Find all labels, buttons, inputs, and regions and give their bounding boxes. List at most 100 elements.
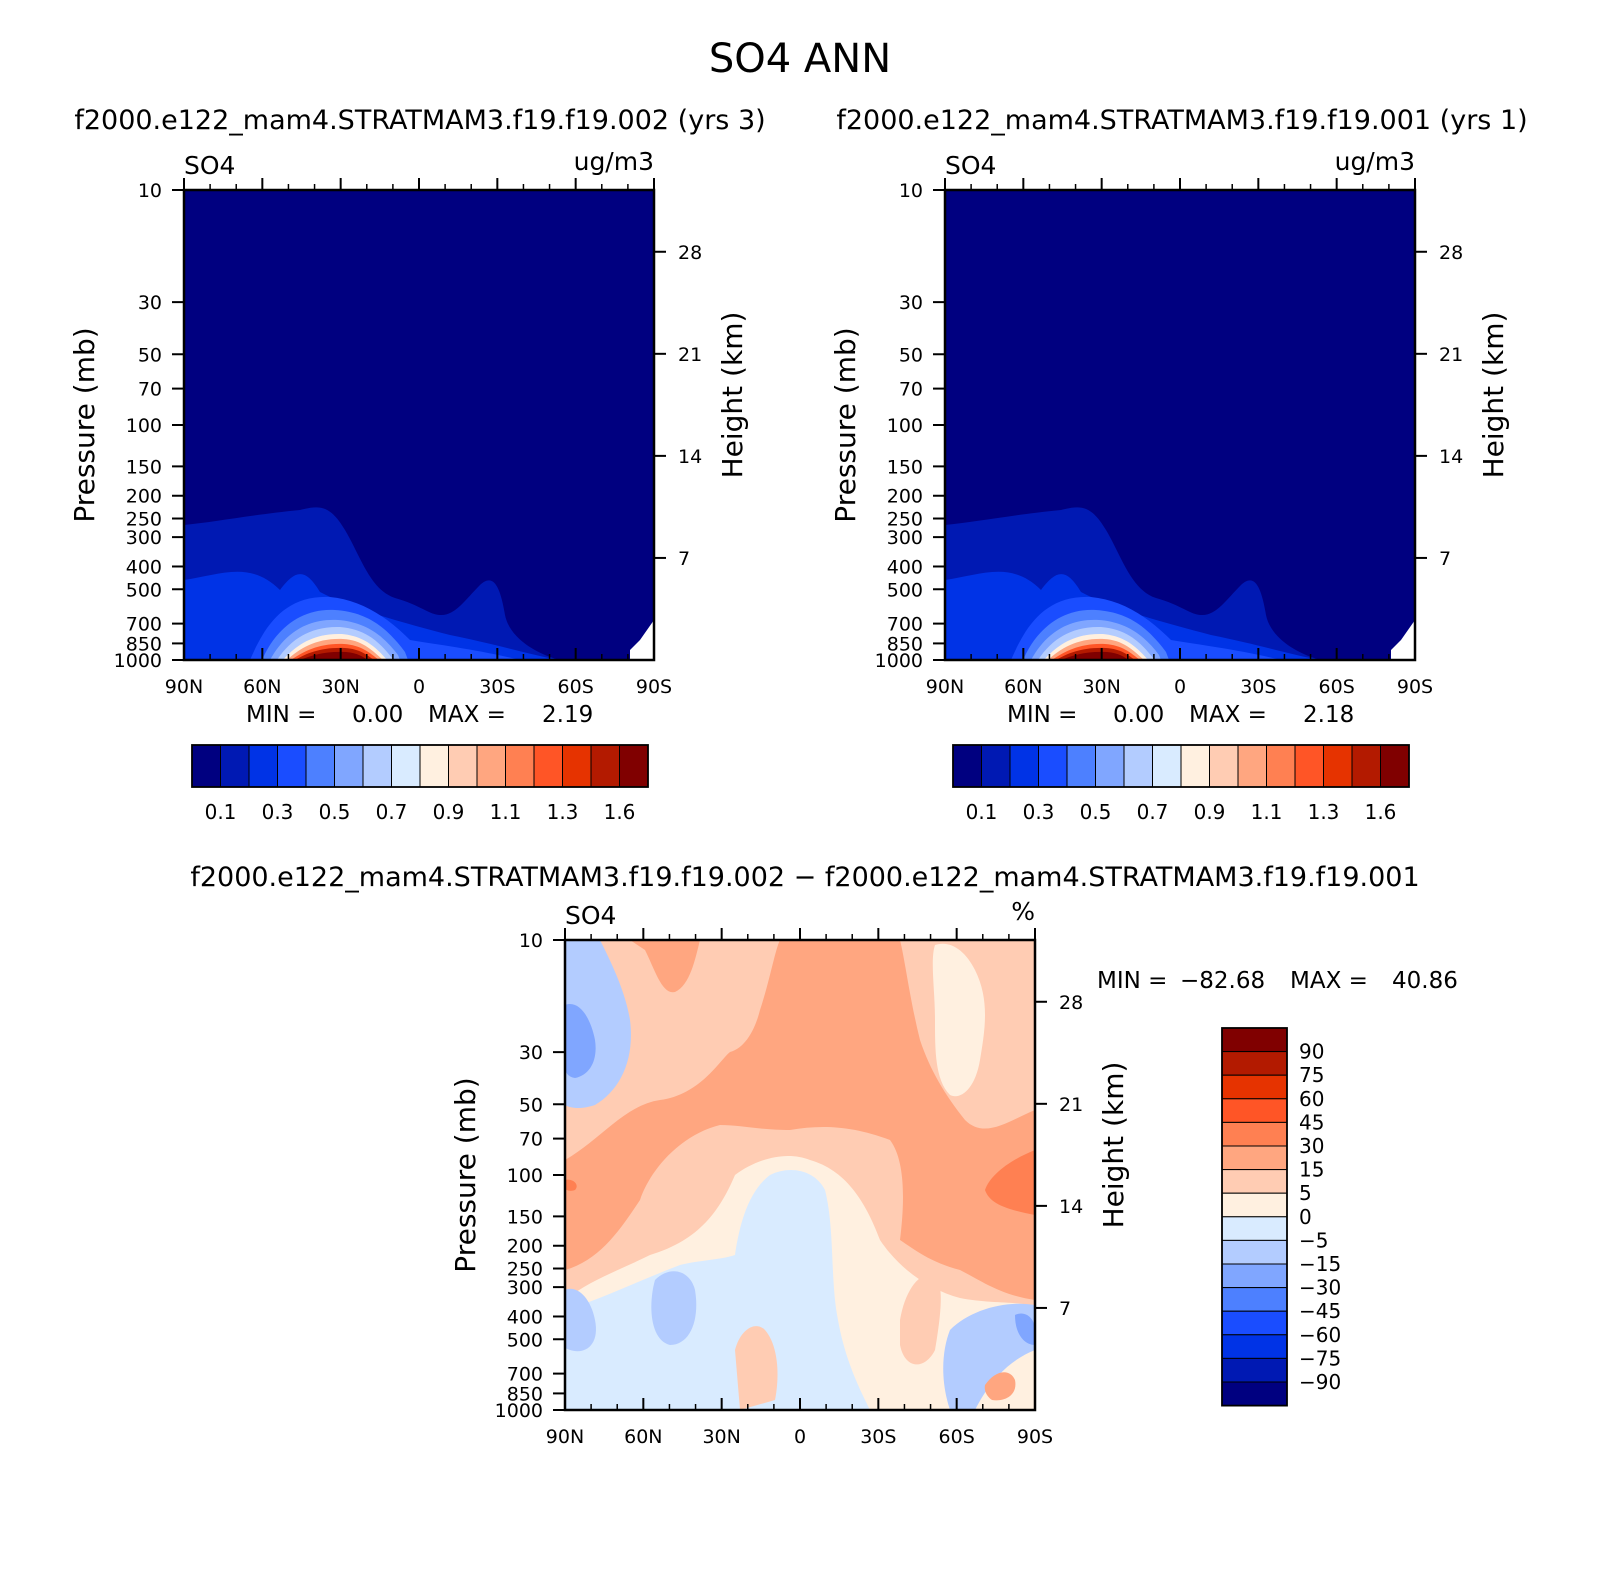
panel2-max-label: MAX = (1189, 702, 1267, 728)
panel3-ytick-label: 70 (519, 1129, 543, 1151)
colorbar-swatch (1180, 744, 1210, 788)
panel1-ytick-label: 250 (126, 509, 162, 531)
panel2-right-label: ug/m3 (1335, 147, 1415, 176)
panel2-left-label: SO4 (945, 151, 996, 180)
panel2-xtick-label: 30N (1082, 676, 1120, 698)
panel2-ytick-label: 700 (887, 614, 923, 636)
panel2-min-label: MIN = (1007, 702, 1077, 728)
colorbar-swatch (1221, 1027, 1288, 1053)
colorbar-label: −5 (1299, 1228, 1328, 1252)
panel1-max-value: 2.19 (542, 702, 593, 728)
panel3-ytick-label: 400 (507, 1306, 543, 1328)
colorbar-swatch (362, 744, 392, 788)
panel1-plot: 90N 60N 30N 0 30S 60S 90S 10 30 50 70 100 150 2002503… (68, 147, 749, 698)
colorbar-swatch (1221, 1074, 1288, 1100)
colorbar-label: 0.3 (262, 800, 294, 824)
panel3-xtick-label: 30N (702, 1426, 740, 1448)
colorbar-label: −45 (1299, 1299, 1341, 1323)
panel1-ytick-label: 700 (126, 614, 162, 636)
panel3-contour-5-15-lower-b (900, 1274, 941, 1365)
colorbar-swatch (1237, 744, 1267, 788)
colorbar-swatch (1221, 1145, 1288, 1171)
panel3-xtick-label: 90S (1017, 1426, 1053, 1448)
colorbar-label: 75 (1299, 1063, 1324, 1087)
panel2-xtick-label: 60N (1004, 676, 1042, 698)
colorbar-swatch (391, 744, 421, 788)
colorbar-swatch (1294, 744, 1324, 788)
panel1-ytick-label: 100 (126, 415, 162, 437)
panel1-xtick-label: 60S (558, 676, 594, 698)
colorbar-swatch (191, 744, 221, 788)
panel3-title: f2000.e122_mam4.STRATMAM3.f19.f19.002 − … (190, 862, 1419, 893)
panel1-ytick-label: 70 (138, 379, 162, 401)
panel3-y2label: Height (km) (1097, 1062, 1130, 1229)
panel2-ytick-label: 300 (887, 527, 923, 549)
panel2-colorbar: 0.1 0.3 0.5 0.7 0.9 1.1 1.3 1.6 (952, 744, 1410, 824)
panel3-y2tick-label: 14 (1059, 1196, 1083, 1218)
colorbar-swatch (1221, 1192, 1288, 1218)
panel1-xtick-label: 30S (479, 676, 515, 698)
colorbar-label: 15 (1299, 1158, 1324, 1182)
panel1-ytick-label: 500 (126, 579, 162, 601)
panel3-ytick-label: 700 (507, 1364, 543, 1386)
colorbar-swatch (1221, 1357, 1288, 1383)
panel3-contour-30-45 (985, 1150, 1035, 1215)
colorbar-swatch (1221, 1334, 1288, 1359)
panel3-contour-neg15-neg5-lower-a (565, 1288, 596, 1352)
colorbar-swatch (1152, 744, 1182, 788)
panel2-ytick-label: 10 (899, 180, 923, 202)
panel3-xtick-label: 90N (546, 1426, 584, 1448)
panel2-xtick-label: 30S (1240, 676, 1276, 698)
panel3-ylabel: Pressure (mb) (449, 1077, 482, 1272)
panel2-missing-data (1391, 620, 1415, 660)
panel3-max-label: MAX = (1290, 968, 1368, 994)
colorbar-label: 1.6 (604, 800, 636, 824)
main-title: SO4 ANN (709, 36, 891, 82)
colorbar-swatch (1009, 744, 1039, 788)
panel3-y2tick-label: 28 (1059, 992, 1083, 1014)
panel2-title: f2000.e122_mam4.STRATMAM3.f19.f19.001 (y… (836, 105, 1527, 136)
colorbar-label: −75 (1299, 1346, 1341, 1370)
panel2-xtick-label: 0 (1174, 676, 1186, 698)
panel1-y2label: Height (km) (716, 312, 749, 479)
panel3-min-value: −82.68 (1180, 968, 1265, 994)
panel1-ytick-label: 400 (126, 556, 162, 578)
panel3-contour-30-45-spot (565, 1179, 577, 1191)
panel2-ytick-label: 200 (887, 486, 923, 508)
colorbar-label: −60 (1299, 1323, 1341, 1347)
colorbar-swatch (952, 744, 982, 788)
colorbar-swatch (1266, 744, 1296, 788)
colorbar-label: 1.3 (547, 800, 579, 824)
panel1-ytick-label: 1000 (114, 650, 162, 672)
colorbar-label: 0.9 (433, 800, 465, 824)
colorbar-swatch (1038, 744, 1068, 788)
colorbar-swatch (1221, 1169, 1288, 1194)
panel2-ytick-label: 850 (887, 633, 923, 655)
panel2-ytick-label: 70 (899, 379, 923, 401)
panel2-y2tick-label: 14 (1439, 446, 1463, 468)
colorbar-swatch (981, 744, 1011, 788)
colorbar-swatch (590, 744, 620, 788)
panel1-ytick-label: 50 (138, 344, 162, 366)
panel1-y2tick-label: 7 (678, 548, 690, 570)
panel2-y2tick-label: 7 (1439, 548, 1451, 570)
panel2-ytick-label: 30 (899, 292, 923, 314)
colorbar-label: 0.1 (966, 800, 998, 824)
colorbar-swatch (1323, 744, 1353, 788)
panel2-ylabel: Pressure (mb) (829, 327, 862, 522)
colorbar-label: 90 (1299, 1040, 1324, 1064)
colorbar-frame (191, 744, 649, 788)
colorbar-swatch (1221, 1098, 1288, 1123)
panel1-title: f2000.e122_mam4.STRATMAM3.f19.f19.002 (y… (74, 105, 765, 136)
colorbar-label: 0.7 (376, 800, 408, 824)
panel3-contour-0-5-upper (932, 943, 985, 1097)
panel3-ytick-label: 200 (507, 1236, 543, 1258)
panel3-plot: 90N 60N 30N 0 30S 60S 90S 10 30 50 70 100 150 2002503… (449, 897, 1130, 1448)
panel1-xtick-label: 90N (165, 676, 203, 698)
panel1-ytick-label: 10 (138, 180, 162, 202)
colorbar-label: 1.6 (1365, 800, 1397, 824)
panel2-min-value: 0.00 (1113, 702, 1164, 728)
colorbar-swatch (1221, 1263, 1288, 1289)
colorbar-swatch (562, 744, 592, 788)
